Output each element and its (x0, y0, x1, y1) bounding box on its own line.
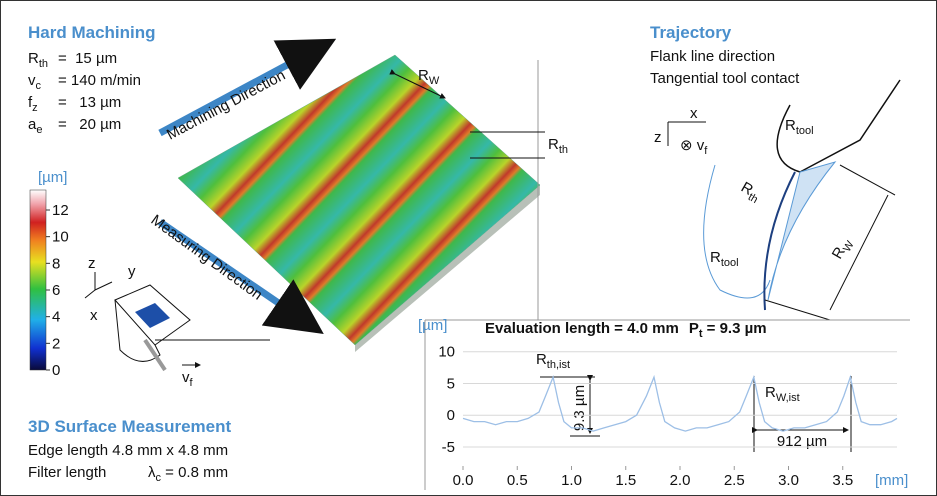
dims (764, 164, 896, 321)
rtool-label: Rtool (710, 249, 739, 269)
rw-dim (389, 69, 446, 99)
param: vc = 140 m/min (28, 72, 141, 92)
sensor-cable (143, 338, 167, 372)
profile-line (462, 374, 898, 432)
param: ae = 20 µm (28, 116, 121, 136)
colorbar-tick-label: 2 (52, 335, 60, 352)
y-label: [µm] (418, 317, 447, 334)
colorbar-unit: [µm] (38, 169, 67, 186)
annotation: Rth,ist (536, 351, 570, 371)
sensor-window (135, 303, 170, 328)
section-title: Trajectory (650, 23, 732, 42)
surface-side (355, 185, 540, 352)
param-list: Rth = 15 µm vc = 140 m/min fz = 13 µm ae = 2… (28, 50, 141, 136)
sensor-lens (114, 299, 161, 362)
surface-plot: Machining Direction Measuring Direction … (148, 38, 568, 352)
x-tick-label: 1.0 (561, 472, 582, 489)
axis-label: z (88, 255, 96, 272)
axis-label: z (654, 129, 662, 146)
y-tick-label: 10 (438, 344, 455, 361)
text-line: Tangential tool contact (650, 70, 800, 87)
annotation: RW,ist (765, 384, 800, 404)
colorbar-tick-label: 12 (52, 202, 69, 219)
feed-label: ⊗ vf (680, 137, 708, 157)
y-tick-label: 0 (447, 407, 455, 424)
param: fz = 13 µm (28, 94, 121, 114)
x-tick-label: 0.5 (507, 472, 528, 489)
rw-label: RW (418, 67, 440, 87)
x-tick-label: 2.5 (724, 472, 745, 489)
axis-label: x (90, 307, 98, 324)
profile-chart: [µm] Evaluation length = 4.0 mm Pt = 9.3 … (418, 317, 910, 490)
axes (667, 121, 706, 146)
y-tick-label: 5 (447, 375, 455, 392)
x-tick-label: 0.0 (453, 472, 474, 489)
feed-label: vf (182, 369, 194, 389)
colorbar-tick-label: 10 (52, 229, 69, 246)
annotation: 912 µm (777, 433, 827, 450)
machining-arrow (158, 38, 337, 137)
annotation: 9.3 µm (571, 385, 588, 431)
x-tick-label: 2.0 (670, 472, 691, 489)
hatched (767, 161, 837, 301)
section-title: 3D Surface Measurement (28, 417, 231, 436)
axis-label: y (128, 263, 136, 280)
tool-path (703, 164, 771, 299)
trajectory: Trajectory Flank line direction Tangenti… (650, 23, 901, 321)
x-label: [mm] (875, 472, 908, 489)
text-line: Filter length (28, 464, 106, 481)
x-tick-label: 1.5 (615, 472, 636, 489)
param: Rth = 15 µm (28, 50, 117, 70)
rth-label: Rth (737, 179, 764, 206)
x-tick-label: 3.0 (778, 472, 799, 489)
colorbar-tick-label: 0 (52, 362, 60, 379)
colorbar: [µm] 0 2 4 6 8 10 12 (29, 169, 69, 379)
text-line: Edge length 4.8 mm x 4.8 mm (28, 442, 228, 459)
text-line: λc = 0.8 mm (148, 464, 228, 484)
colorbar-tick-label: 6 (52, 282, 60, 299)
axes (84, 272, 113, 299)
colorbar-tick-label: 4 (52, 309, 60, 326)
flank (763, 171, 796, 311)
rth-label: Rth (548, 136, 568, 156)
colorbar-tick-label: 8 (52, 255, 60, 272)
measuring-arrow (158, 219, 324, 334)
section-title: Hard Machining (28, 23, 156, 42)
chart-title: Evaluation length = 4.0 mm Pt = 9.3 µm (485, 320, 767, 340)
colorbar-scale (29, 189, 47, 371)
axis-label: x (690, 105, 698, 122)
y-tick-label: -5 (442, 439, 455, 456)
rtool-label: Rtool (785, 117, 814, 137)
rw-label: RW (829, 235, 857, 264)
text-line: Flank line direction (650, 48, 775, 65)
sensor: z y x vf (84, 255, 270, 389)
x-tick-label: 3.5 (832, 472, 853, 489)
